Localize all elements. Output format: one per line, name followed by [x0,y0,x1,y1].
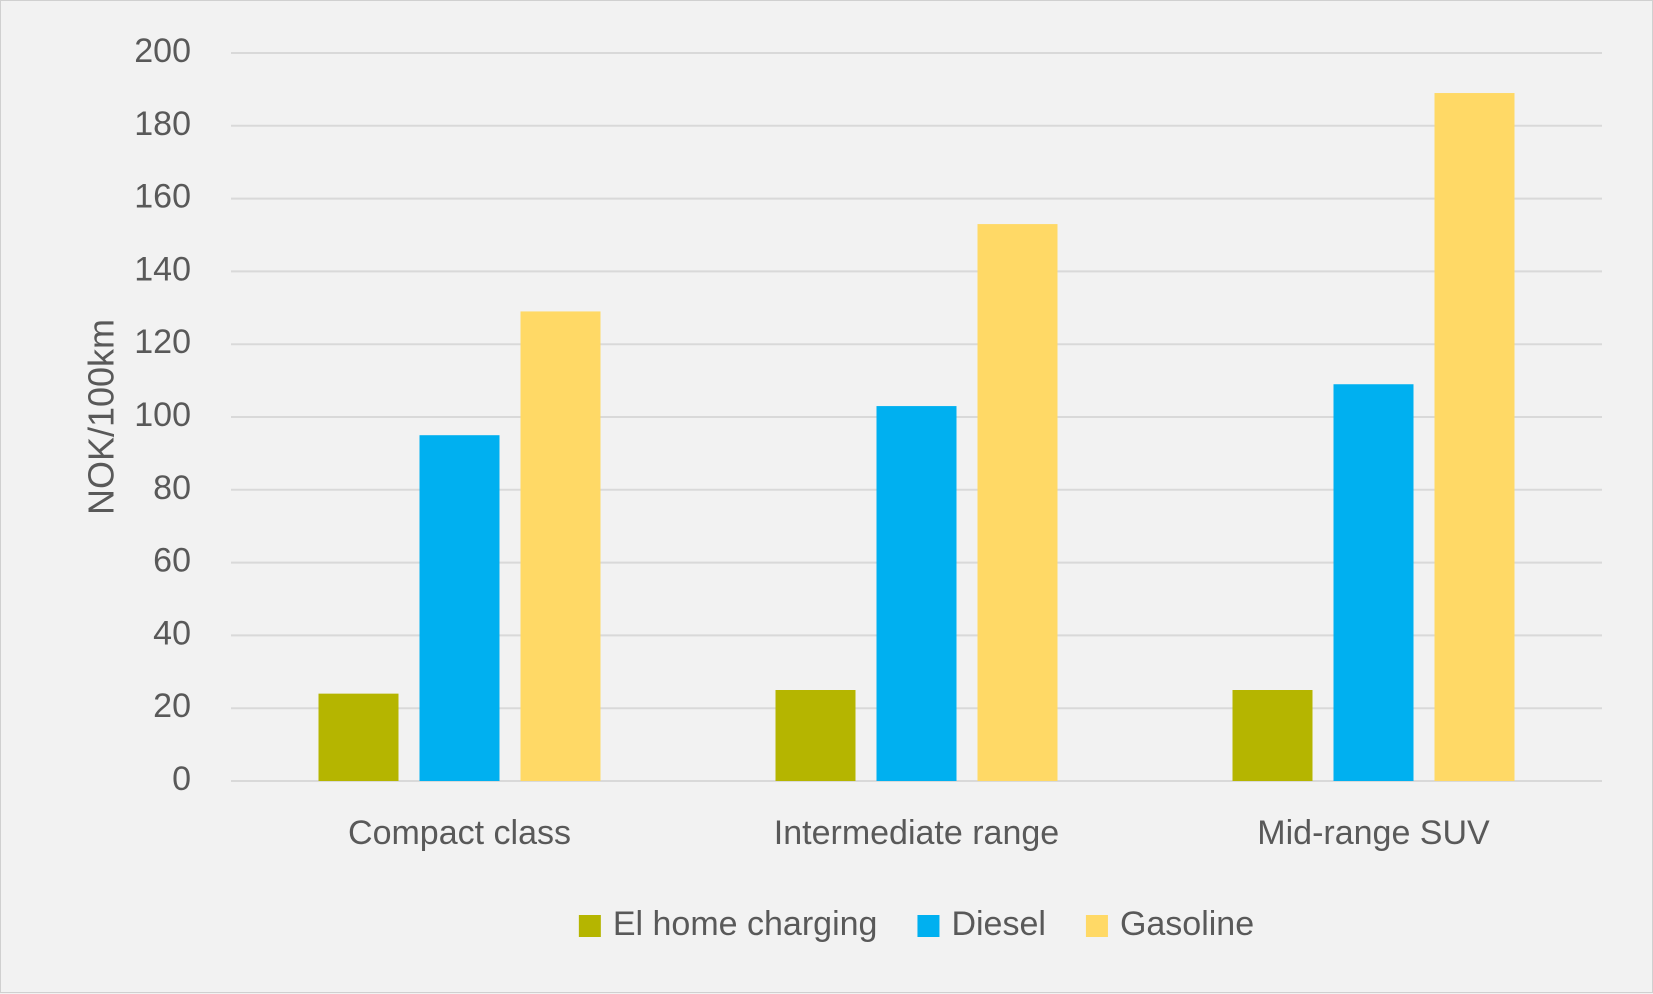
legend-label: El home charging [613,905,878,943]
legend-swatch [578,915,601,937]
legend-item: Gasoline [1085,905,1254,943]
y-tick-label: 180 [134,105,191,143]
bar-gasoline-mid-range-suv [1434,93,1515,782]
bar-el-home-charging-mid-range-suv [1232,690,1313,781]
bar-diesel-compact-class [419,435,500,781]
legend-item: Diesel [917,905,1046,943]
y-tick-label: 200 [134,32,191,70]
bar-el-home-charging-compact-class [318,693,399,781]
y-axis-ticks: 0 20 40 60 80 100 120 140 160 180 200 [134,32,191,798]
y-tick-label: 80 [153,469,191,507]
x-tick-label: Mid-range SUV [1257,814,1490,852]
y-tick-label: 120 [134,323,191,361]
y-tick-label: 40 [153,614,191,652]
y-tick-label: 60 [153,542,191,580]
x-tick-label: Compact class [348,814,571,852]
y-tick-label: 160 [134,178,191,216]
y-tick-label: 100 [134,396,191,434]
legend-label: Gasoline [1120,905,1254,943]
bar-diesel-mid-range-suv [1333,384,1414,781]
bar-el-home-charging-intermediate-range [775,690,856,781]
bar-gasoline-intermediate-range [977,224,1058,781]
y-tick-label: 140 [134,250,191,288]
legend: El home charging Diesel Gasoline [578,905,1254,943]
bar-gasoline-compact-class [520,311,601,781]
legend-swatch [1085,915,1108,937]
bar-diesel-intermediate-range [876,406,957,781]
x-axis-ticks: Compact class Intermediate range Mid-range… [348,814,1490,852]
y-tick-label: 0 [172,760,191,798]
legend-swatch [917,915,940,937]
legend-item: El home charging [578,905,878,943]
legend-label: Diesel [951,905,1045,943]
y-axis-title: NOK/100km [81,319,122,515]
y-tick-label: 20 [153,687,191,725]
x-tick-label: Intermediate range [774,814,1059,852]
bars [318,93,1515,782]
